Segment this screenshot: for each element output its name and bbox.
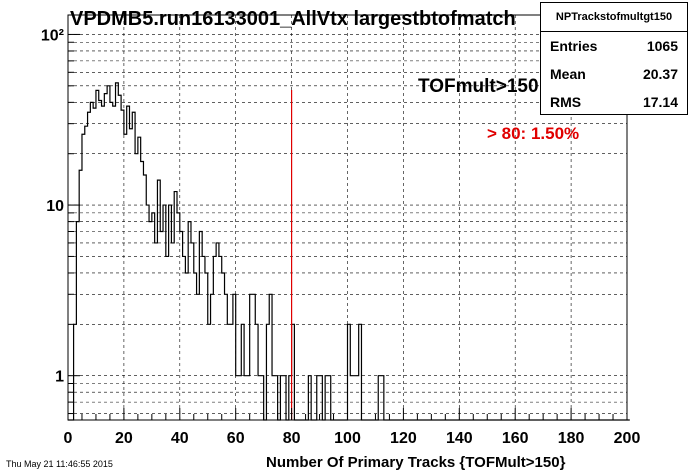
- x-tick-label: 60: [227, 430, 245, 447]
- stats-row-mean: Mean 20.37: [541, 60, 687, 88]
- chart-title: VPDMB5.run16133001_AllVtx largestbtofmat…: [70, 8, 516, 30]
- cut-annotation: TOFmult>150: [418, 76, 539, 97]
- entries-value: 1065: [646, 38, 678, 54]
- x-tick-label: 140: [446, 430, 473, 447]
- y-tick-label: 10²: [41, 27, 64, 44]
- stats-row-entries: Entries 1065: [541, 32, 687, 60]
- axis-ticks: [67, 33, 628, 420]
- timestamp: Thu May 21 11:46:55 2015: [6, 459, 113, 469]
- rms-label: RMS: [550, 94, 582, 110]
- tick-labels: 0 20 40 60 80 100 120 140 160 180 200 1 10 10²: [41, 27, 641, 447]
- mean-value: 20.37: [642, 66, 678, 82]
- stats-row-rms: RMS 17.14: [541, 88, 687, 116]
- entries-label: Entries: [550, 38, 598, 54]
- x-tick-label: 180: [558, 430, 585, 447]
- stats-name: NPTrackstofmultgt150: [541, 3, 687, 32]
- fraction-annotation: > 80: 1.50%: [487, 124, 580, 143]
- x-tick-label: 160: [502, 430, 529, 447]
- y-tick-label: 1: [55, 369, 64, 386]
- x-tick-label: 0: [64, 430, 73, 447]
- y-tick-label: 10: [46, 198, 64, 215]
- x-tick-label: 80: [283, 430, 301, 447]
- x-tick-label: 100: [334, 430, 361, 447]
- x-tick-label: 200: [614, 430, 641, 447]
- stats-box: NPTrackstofmultgt150 Entries 1065 Mean 2…: [540, 2, 688, 115]
- mean-label: Mean: [550, 66, 586, 82]
- x-axis-label: Number Of Primary Tracks {TOFMult>150}: [266, 454, 566, 471]
- x-tick-label: 40: [171, 430, 189, 447]
- x-tick-label: 20: [115, 430, 133, 447]
- x-tick-label: 120: [390, 430, 417, 447]
- rms-value: 17.14: [642, 94, 678, 110]
